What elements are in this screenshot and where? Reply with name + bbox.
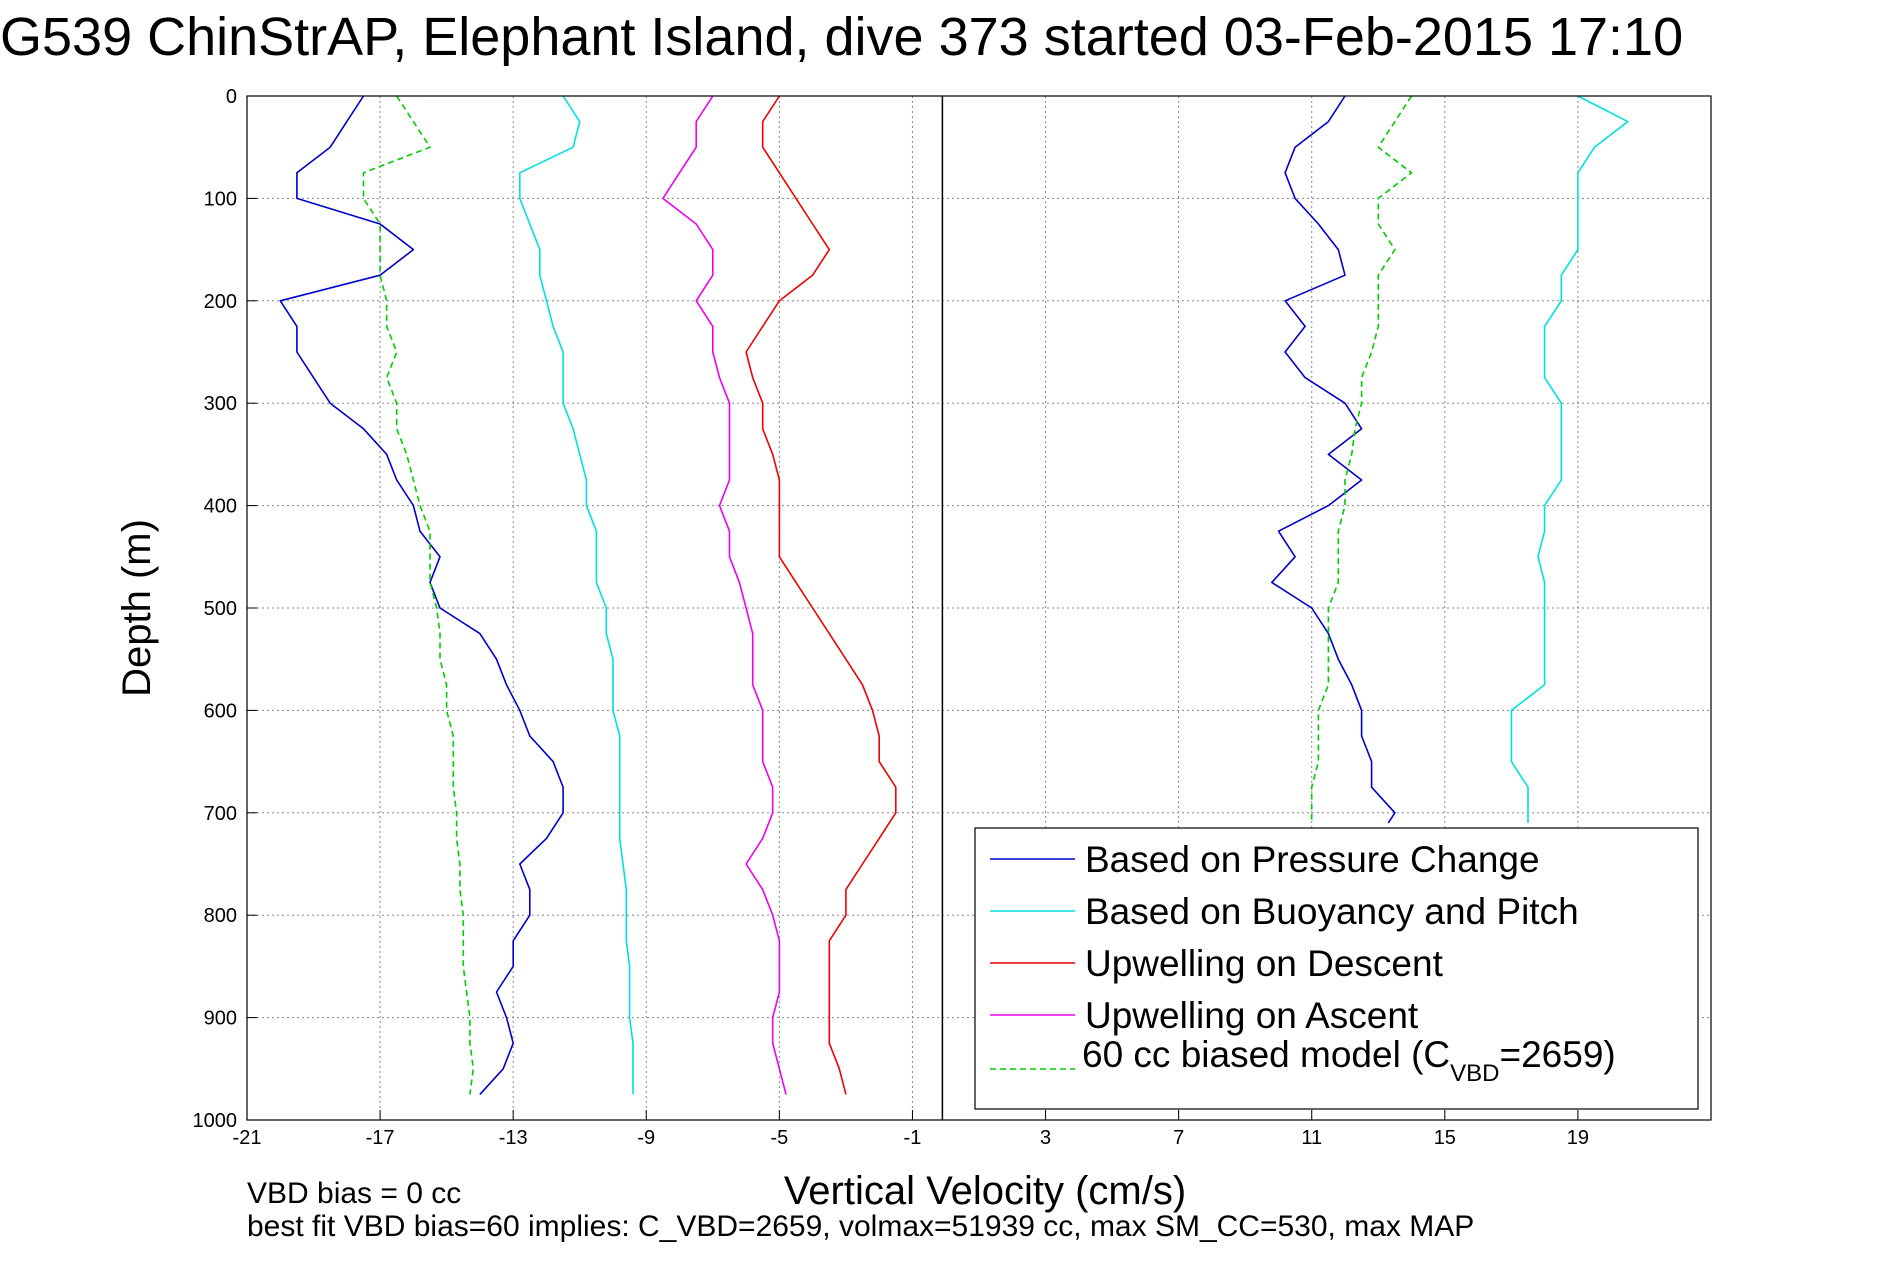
x-tick-label: 19 bbox=[1567, 1127, 1589, 1149]
x-tick-label: 15 bbox=[1434, 1127, 1456, 1149]
legend: Based on Pressure Change Based on Buoyan… bbox=[974, 827, 1699, 1110]
y-tick-label: 600 bbox=[204, 700, 237, 722]
legend-label-buoyancy: Based on Buoyancy and Pitch bbox=[1085, 891, 1579, 932]
legend-box bbox=[974, 827, 1699, 1110]
x-tick-label: 7 bbox=[1173, 1127, 1184, 1149]
series-line-model bbox=[362, 95, 475, 1095]
x-tick-label: -9 bbox=[637, 1127, 655, 1149]
y-tick-label: 900 bbox=[204, 1008, 237, 1030]
x-tick-label: -1 bbox=[904, 1127, 922, 1149]
legend-model-sub: VBD bbox=[1450, 1060, 1499, 1087]
best-fit-note: best fit VBD bias=60 implies: C_VBD=2659… bbox=[247, 1210, 1474, 1243]
x-tick-label: 3 bbox=[1040, 1127, 1051, 1149]
x-tick-label: -21 bbox=[233, 1127, 262, 1149]
legend-model-prefix: 60 cc biased model (C bbox=[1082, 1034, 1450, 1075]
y-tick-label: 700 bbox=[204, 803, 237, 825]
x-axis-label: Vertical Velocity (cm/s) bbox=[784, 1169, 1186, 1213]
y-tick-label: 1000 bbox=[193, 1110, 238, 1132]
y-tick-label: 0 bbox=[226, 86, 237, 108]
x-tick-label: -5 bbox=[770, 1127, 788, 1149]
y-tick-label: 800 bbox=[204, 905, 237, 927]
series-layer bbox=[279, 95, 1629, 1095]
series-line-model-right bbox=[1310, 95, 1413, 823]
legend-label-ascent: Upwelling on Ascent bbox=[1085, 995, 1419, 1036]
x-ticks: -21 -17 -13 -9 -5 -1 3 7 11 15 19 bbox=[233, 1110, 1589, 1149]
series-line-pressure bbox=[279, 95, 564, 1095]
legend-label-pressure: Based on Pressure Change bbox=[1085, 839, 1540, 880]
legend-label-model: 60 cc biased model (CVBD=2659) bbox=[1082, 1034, 1616, 1087]
series-line-buoyancy bbox=[518, 95, 634, 1095]
y-tick-label: 200 bbox=[204, 291, 237, 313]
y-tick-label: 100 bbox=[204, 188, 237, 210]
x-tick-label: 11 bbox=[1301, 1127, 1322, 1149]
x-tick-label: -17 bbox=[366, 1127, 395, 1149]
y-tick-label: 500 bbox=[204, 598, 237, 620]
y-ticks: 0 100 200 300 400 500 600 700 800 900 1000 bbox=[193, 86, 257, 1132]
chart-title: G539 ChinStrAP, Elephant Island, dive 37… bbox=[0, 7, 1683, 67]
legend-model-suffix: =2659) bbox=[1499, 1034, 1615, 1075]
x-tick-label: -13 bbox=[499, 1127, 528, 1149]
vbd-bias-note: VBD bias = 0 cc bbox=[247, 1177, 461, 1210]
series-line-descent bbox=[745, 95, 897, 1095]
y-tick-label: 400 bbox=[204, 496, 237, 518]
y-axis-label: Depth (m) bbox=[115, 519, 159, 697]
y-tick-label: 300 bbox=[204, 393, 237, 415]
series-line-ascent bbox=[662, 95, 787, 1095]
series-line-buoyancy-right bbox=[1510, 95, 1629, 823]
series-line-pressure-right bbox=[1271, 95, 1396, 824]
legend-label-descent: Upwelling on Descent bbox=[1085, 943, 1444, 984]
